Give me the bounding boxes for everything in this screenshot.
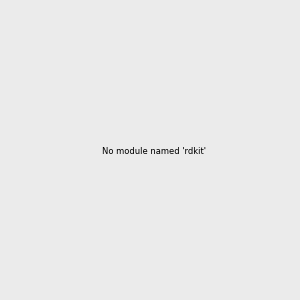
Text: No module named 'rdkit': No module named 'rdkit' bbox=[102, 147, 206, 156]
